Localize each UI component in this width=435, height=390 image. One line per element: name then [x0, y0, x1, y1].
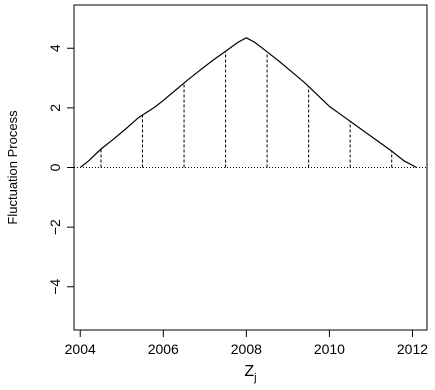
y-tick-label: 0 — [47, 163, 63, 171]
y-tick-label: 2 — [47, 104, 63, 112]
x-tick-label: 2004 — [65, 341, 96, 357]
x-tick-label: 2008 — [231, 341, 262, 357]
y-tick-label: −2 — [47, 219, 63, 235]
x-axis-label: Zj — [244, 363, 256, 384]
axes-layer: 2004 2006 2008 2010 2012 −4 −2 0 2 4 — [47, 4, 428, 357]
fluctuation-line — [79, 37, 417, 169]
x-tick-label: 2010 — [314, 341, 345, 357]
y-tick-label: 4 — [47, 44, 63, 52]
x-tick-label: 2012 — [397, 341, 428, 357]
x-axis-label-subscript: j — [253, 372, 256, 384]
y-axis-label: Fluctuation Process — [5, 110, 20, 225]
x-tick-label: 2006 — [148, 341, 179, 357]
plot-layer — [74, 37, 427, 169]
x-axis-label-main: Z — [244, 363, 254, 380]
y-tick-label: −4 — [47, 279, 63, 295]
